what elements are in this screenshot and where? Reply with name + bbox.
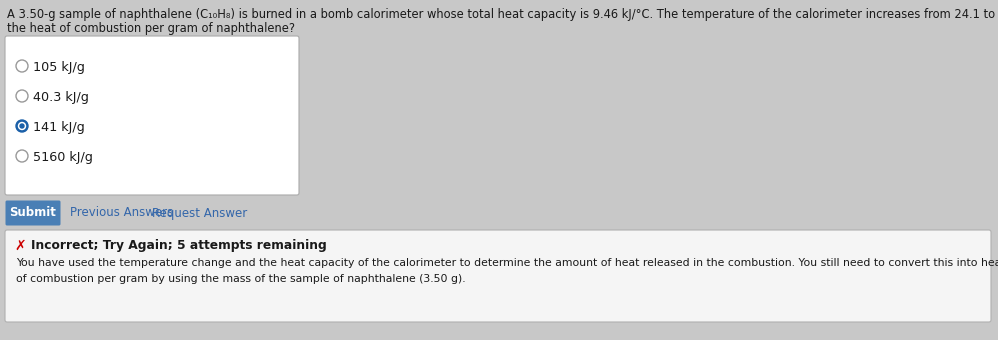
FancyBboxPatch shape [5,36,299,195]
Text: Incorrect; Try Again; 5 attempts remaining: Incorrect; Try Again; 5 attempts remaini… [31,239,326,252]
Text: Request Answer: Request Answer [152,206,248,220]
Circle shape [20,124,24,128]
Text: 40.3 kJ/g: 40.3 kJ/g [33,91,89,104]
Text: ✗: ✗ [14,239,26,253]
FancyBboxPatch shape [5,230,991,322]
Text: 141 kJ/g: 141 kJ/g [33,121,85,134]
Text: 105 kJ/g: 105 kJ/g [33,61,85,74]
FancyBboxPatch shape [6,201,61,225]
Text: the heat of combustion per gram of naphthalene?: the heat of combustion per gram of napht… [7,22,295,35]
Text: 5160 kJ/g: 5160 kJ/g [33,151,93,164]
Circle shape [16,120,28,132]
Text: Submit: Submit [10,206,57,220]
Circle shape [19,122,26,130]
Text: Previous Answers: Previous Answers [70,206,174,220]
Text: You have used the temperature change and the heat capacity of the calorimeter to: You have used the temperature change and… [16,258,998,268]
Text: A 3.50-g sample of naphthalene (C₁₀H₈) is burned in a bomb calorimeter whose tot: A 3.50-g sample of naphthalene (C₁₀H₈) i… [7,8,998,21]
Text: of combustion per gram by using the mass of the sample of naphthalene (3.50 g).: of combustion per gram by using the mass… [16,274,466,284]
